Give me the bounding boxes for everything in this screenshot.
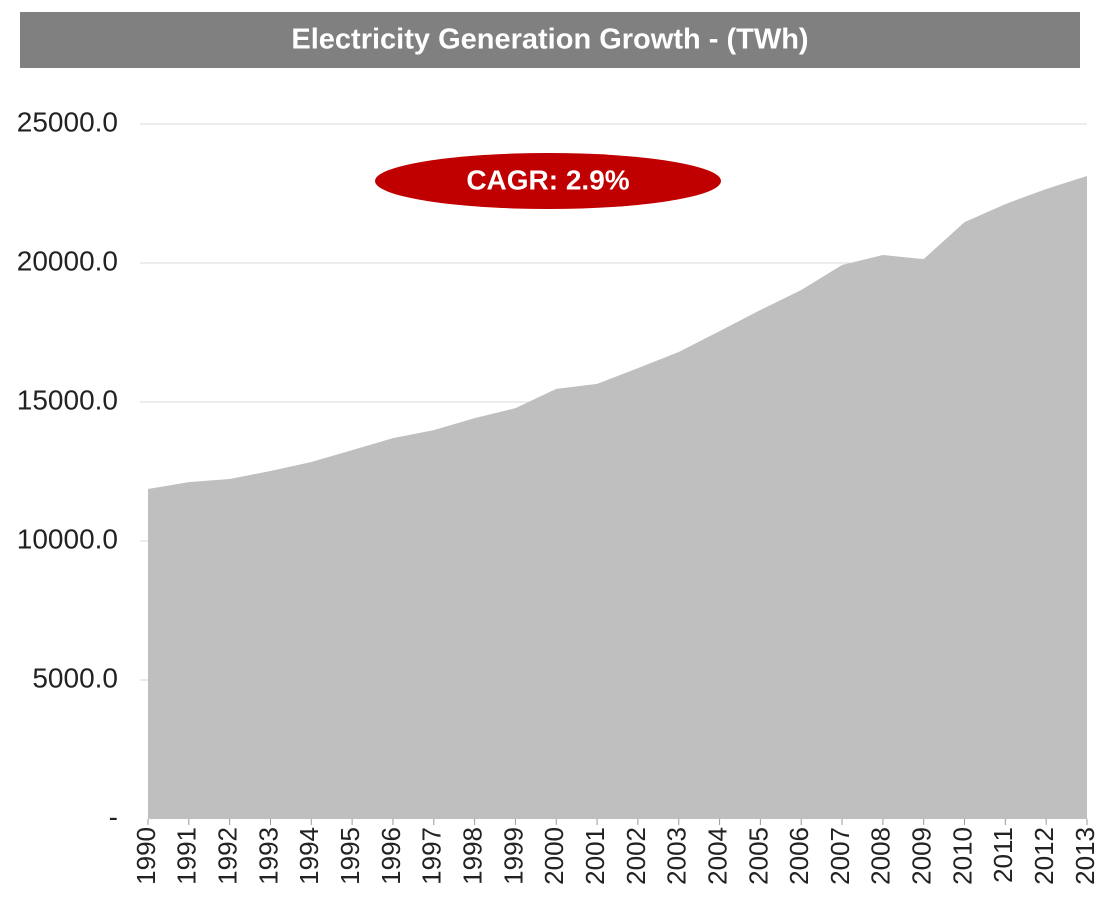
- y-tick-label: 15000.0: [17, 384, 118, 415]
- x-tick-label: 1991: [172, 827, 202, 885]
- x-tick-label: 1996: [376, 827, 406, 885]
- x-tick-label: 2004: [702, 827, 732, 885]
- title-bar: [20, 12, 1080, 68]
- x-tick-label: 2009: [907, 827, 937, 885]
- y-tick-label: 20000.0: [17, 245, 118, 276]
- x-tick-label: 1994: [294, 827, 324, 885]
- x-tick-label: 1990: [131, 827, 161, 885]
- annotation-badge: [375, 153, 721, 209]
- y-tick-label: 25000.0: [17, 106, 118, 137]
- x-tick-label: 1992: [213, 827, 243, 885]
- x-tick-label: 2003: [662, 827, 692, 885]
- x-tick-label: 1993: [253, 827, 283, 885]
- chart-title: Electricity Generation Growth - (TWh): [291, 24, 808, 56]
- y-tick-label: -: [109, 801, 118, 832]
- x-tick-label: 1998: [457, 827, 487, 885]
- y-tick-label: 10000.0: [17, 523, 118, 554]
- x-tick-label: 1997: [417, 827, 447, 885]
- annotation: CAGR: 2.9%: [466, 164, 629, 195]
- plot: [148, 175, 1087, 820]
- x-tick-label: 2008: [866, 827, 896, 885]
- y-tick-label: 5000.0: [32, 662, 118, 693]
- x-tick-label: 2013: [1070, 827, 1100, 885]
- x-tick-label: 1995: [335, 827, 365, 885]
- x-tick-label: 2012: [1029, 827, 1059, 885]
- area: [148, 175, 1087, 820]
- x-tick-label: 2007: [825, 827, 855, 885]
- x-tick-label: 2010: [947, 827, 977, 885]
- x-tick-label: 2002: [621, 827, 651, 885]
- x-tick-label: 1999: [498, 827, 528, 885]
- x-tick-label: 2005: [743, 827, 773, 885]
- x-tick-label: 2001: [580, 827, 610, 885]
- x-tick-label: 2006: [784, 827, 814, 885]
- x-tick-label: 2000: [539, 827, 569, 885]
- x-tick-label: 2011: [988, 827, 1018, 883]
